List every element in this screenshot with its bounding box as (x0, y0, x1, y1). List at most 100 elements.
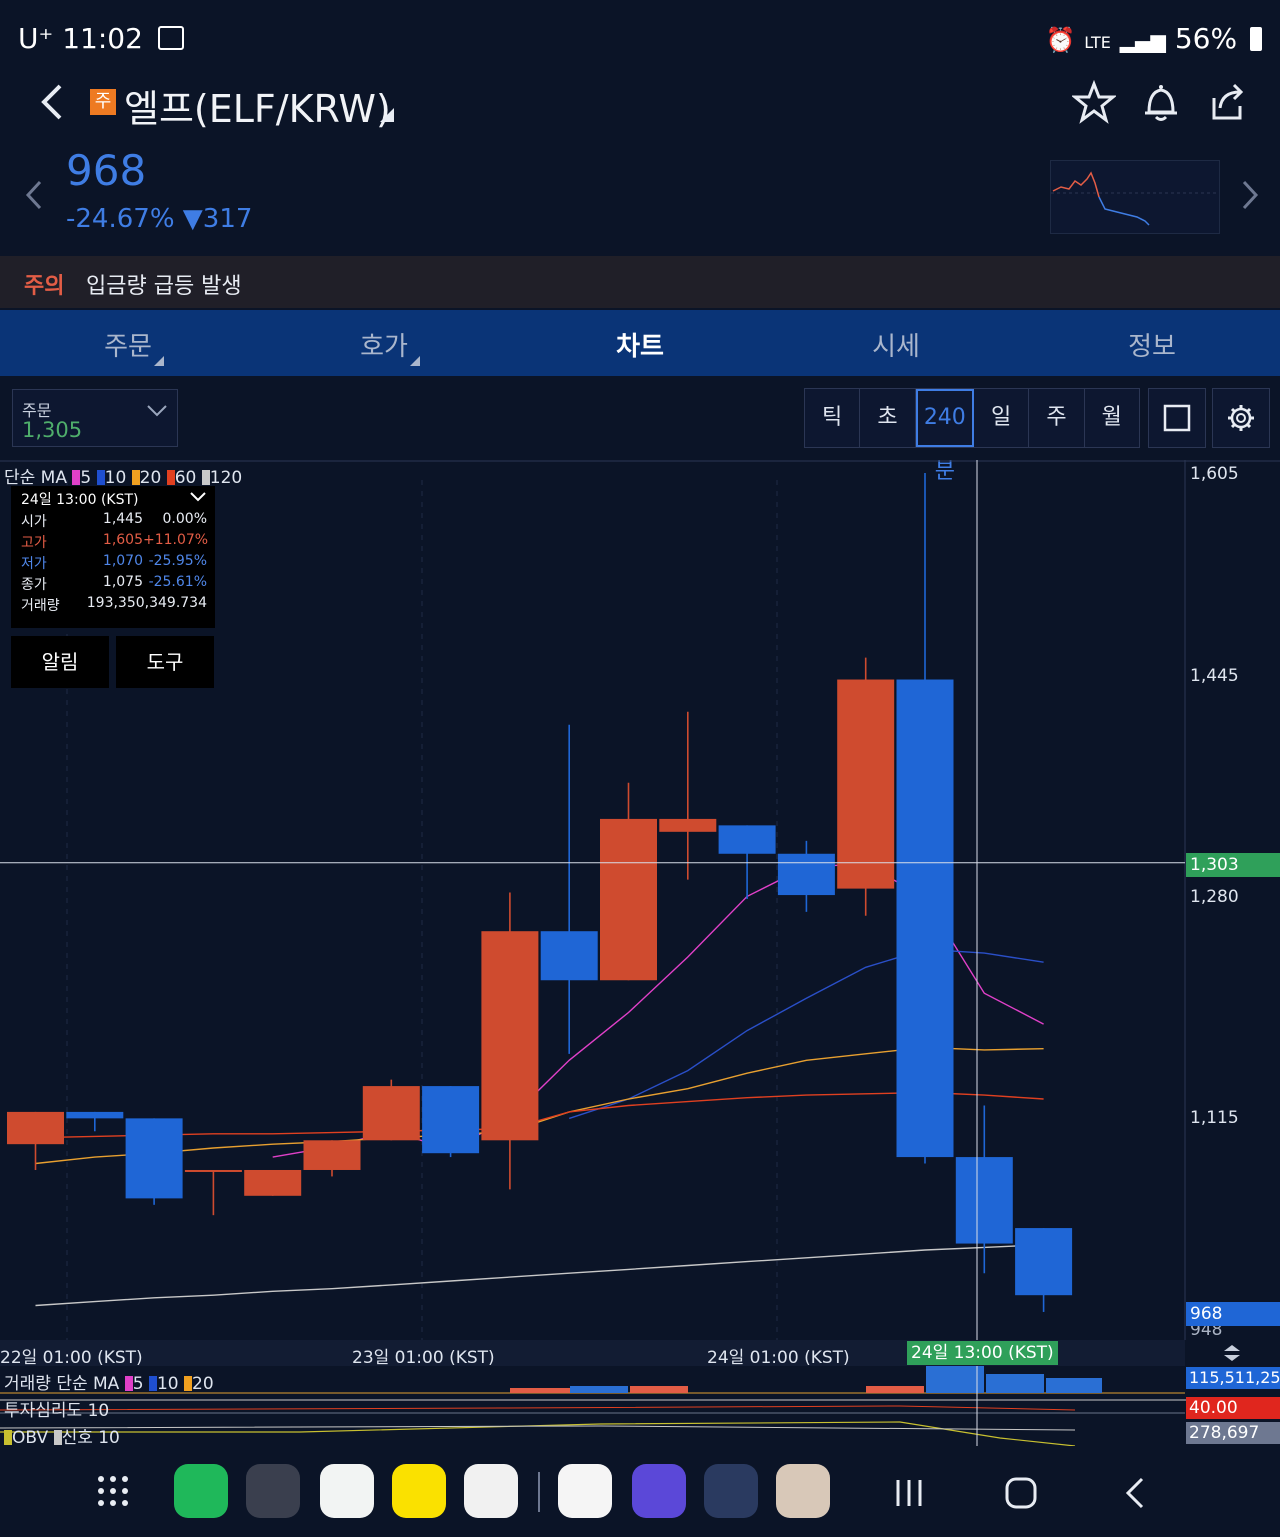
candle[interactable] (303, 1140, 361, 1177)
notification-button[interactable] (1139, 80, 1183, 124)
volume-bar (866, 1386, 924, 1393)
moving-averages (35, 863, 1044, 1307)
tab-orderbook-dropdown-icon (410, 356, 420, 366)
candle[interactable] (955, 1105, 1013, 1274)
vol-ma5-swatch (124, 1376, 133, 1391)
candle-body (777, 853, 835, 896)
kakaotalk-app-icon[interactable] (392, 1464, 446, 1518)
price-tick: 1,605 (1190, 464, 1239, 484)
timeframe-month[interactable]: 월 (1101, 405, 1122, 430)
home-button[interactable] (1004, 1476, 1038, 1514)
change-percent: -24.67% (66, 204, 175, 234)
share-icon (1212, 83, 1244, 120)
crosshair-price-tag: 1,303 (1186, 853, 1280, 877)
next-coin-button[interactable] (1240, 178, 1260, 221)
time-tick: 23일 01:00 (KST) (352, 1348, 495, 1368)
clock-app-icon[interactable] (632, 1464, 686, 1518)
timeframe-240min[interactable]: 240분 (915, 389, 974, 484)
gear-icon (1228, 405, 1254, 431)
candle[interactable] (184, 1169, 242, 1216)
sentiment-signal (0, 1405, 1076, 1411)
battery-icon (1250, 27, 1262, 51)
tab-info[interactable]: 정보 (1128, 332, 1176, 362)
candle[interactable] (422, 1086, 480, 1158)
timeframe-tick[interactable]: 틱 (805, 389, 861, 447)
naver-app-icon[interactable] (320, 1464, 374, 1518)
volume-legend[interactable]: 거래량 단순 MA 5 10 20 (4, 1369, 214, 1394)
candle[interactable] (125, 1118, 183, 1205)
ma-legend[interactable]: 단순 MA 5 10 20 60 120 (4, 463, 242, 488)
phone-app-icon[interactable] (174, 1464, 228, 1518)
warning-bar[interactable] (0, 256, 1280, 308)
order-price-select[interactable] (12, 389, 178, 447)
prev-coin-button[interactable] (24, 178, 44, 221)
main-tabs (0, 310, 1280, 376)
candles (7, 473, 1073, 1312)
tooltip-label: 저가 (21, 556, 47, 572)
tab-chart[interactable]: 차트 (616, 332, 664, 362)
fullscreen-button[interactable] (1148, 388, 1206, 448)
candle[interactable] (66, 1111, 124, 1132)
volume-bar (986, 1374, 1044, 1393)
tab-order-dropdown-icon (154, 356, 164, 366)
ma10-line (568, 948, 1044, 1120)
candle[interactable] (1015, 1228, 1073, 1312)
chart-settings-button[interactable] (1212, 388, 1270, 448)
timeframe-second[interactable]: 초 (860, 389, 916, 447)
tab-orderbook[interactable]: 호가 (360, 332, 408, 362)
ma5-label: 5 (80, 468, 92, 488)
chevron-down-icon[interactable] (189, 488, 207, 507)
candle[interactable] (718, 825, 776, 899)
back-button[interactable] (38, 80, 68, 135)
candle[interactable] (777, 840, 835, 912)
tooltip-label: 시가 (21, 514, 47, 530)
ma10-swatch (96, 470, 105, 485)
recent-apps-button[interactable] (892, 1476, 926, 1514)
alarm-icon: ⏰ (1045, 26, 1076, 54)
tab-order[interactable]: 주문 (104, 332, 152, 362)
sentiment-legend[interactable]: 투자심리도 10 (4, 1401, 110, 1421)
game-app-icon[interactable] (776, 1464, 830, 1518)
app-drawer-icon[interactable] (96, 1474, 130, 1512)
page-title[interactable]: 엘프(ELF/KRW) (124, 87, 391, 131)
tools-button[interactable]: 도구 (116, 636, 214, 688)
title-dropdown-icon[interactable] (380, 108, 394, 122)
vol-ma5-label: 5 (132, 1374, 144, 1394)
share-button[interactable] (1206, 80, 1250, 124)
panel-resize-icon[interactable] (1222, 1344, 1242, 1366)
chevron-down-icon (146, 402, 168, 423)
candle[interactable] (659, 711, 717, 880)
subway-app-icon[interactable] (704, 1464, 758, 1518)
obv-legend[interactable]: OBV 신호 10 (4, 1423, 120, 1448)
timeframe-week[interactable]: 주 (1029, 389, 1085, 447)
candle[interactable] (481, 892, 539, 1190)
chrome-app-icon[interactable] (464, 1464, 518, 1518)
tooltip-pct: 0.00% (162, 511, 207, 527)
vol-ma20-label: 20 (192, 1374, 214, 1394)
candle[interactable] (362, 1079, 420, 1141)
timeframe-day[interactable]: 일 (974, 389, 1030, 447)
candle[interactable] (244, 1169, 302, 1196)
candle[interactable] (837, 657, 895, 916)
system-back-button[interactable] (1120, 1476, 1150, 1514)
tab-market[interactable]: 시세 (872, 332, 920, 362)
warning-label: 주의 (24, 274, 65, 299)
last-price-tag: 968 (1186, 1302, 1280, 1326)
candlestick-chart[interactable] (0, 460, 1280, 1446)
candle[interactable] (540, 724, 598, 1054)
chevron-left-icon (41, 84, 62, 120)
alert-button[interactable]: 알림 (11, 636, 109, 688)
tooltip-label: 종가 (21, 577, 47, 593)
candle-body (540, 931, 598, 981)
mini-chart[interactable] (1050, 160, 1220, 234)
candle[interactable] (7, 1111, 64, 1170)
messages-app-icon[interactable] (246, 1464, 300, 1518)
candle[interactable] (896, 473, 954, 1164)
candle[interactable] (600, 782, 657, 981)
youtube-app-icon[interactable] (558, 1464, 612, 1518)
status-right: ⏰ LTE ▂▄▆ 56% (1045, 22, 1262, 55)
chevron-left-icon (25, 180, 42, 210)
obv-signal-line (0, 1425, 1076, 1431)
favorite-button[interactable] (1070, 79, 1118, 124)
ma60-label: 60 (174, 468, 197, 488)
